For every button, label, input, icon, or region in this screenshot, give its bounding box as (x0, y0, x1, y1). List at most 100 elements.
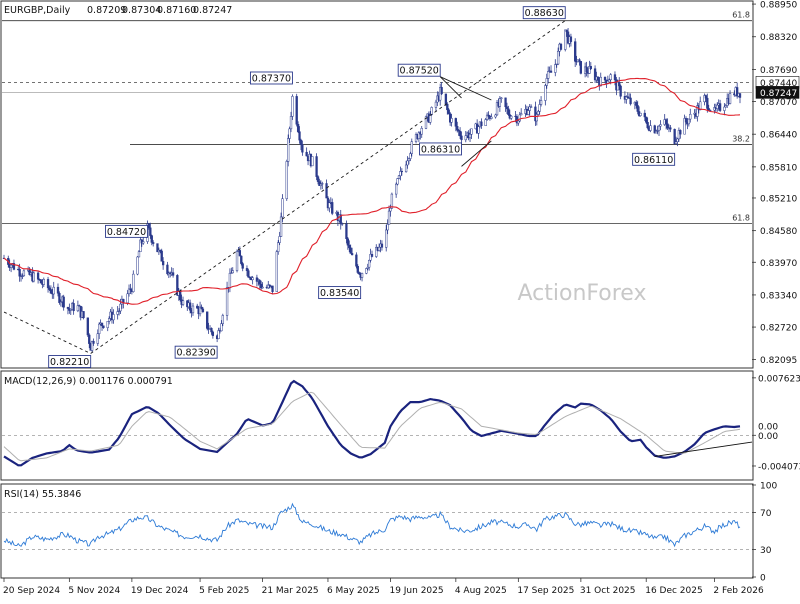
candle-body (100, 322, 104, 327)
candle-body (268, 284, 271, 287)
candle-body (535, 114, 538, 122)
candle-body (39, 279, 43, 284)
candle-body (62, 296, 65, 308)
candle-body (348, 244, 351, 249)
candle-body (126, 293, 129, 304)
candle-body (217, 330, 220, 339)
candle-body (484, 119, 487, 126)
swing-label-box (174, 345, 218, 359)
candle-body (676, 138, 679, 143)
candle-body (296, 124, 300, 132)
candle-body (321, 183, 324, 185)
candle-body (346, 238, 349, 246)
candle-body (188, 302, 192, 311)
candle-body (76, 305, 80, 312)
candle-body (696, 105, 699, 117)
candle-body (470, 128, 473, 135)
candle-body (480, 121, 483, 126)
rsi-title: RSI(14) 55.3846 (4, 489, 81, 500)
candle-body (258, 280, 261, 285)
candle-body (136, 256, 139, 275)
candle-body (504, 97, 507, 108)
candle-body (505, 106, 509, 110)
candle-body (724, 105, 727, 108)
candle-body (228, 272, 232, 289)
candle-body (12, 263, 16, 270)
candle-body (400, 170, 403, 173)
candle-body (460, 135, 463, 141)
candle-body (59, 301, 62, 303)
candle-body (92, 340, 95, 344)
candle-body (547, 71, 550, 79)
x-axis-label: 5 Nov 2024 (68, 586, 120, 596)
candle-body (440, 87, 443, 95)
price-badge (755, 86, 800, 99)
candle-body (728, 93, 732, 104)
candle-body (549, 70, 553, 73)
candle-body (72, 303, 75, 312)
candle-body (528, 106, 531, 111)
candle-body (646, 122, 649, 129)
candle-body (225, 287, 229, 316)
candle-body (639, 112, 642, 116)
candle-body (277, 242, 280, 252)
candle-body (18, 268, 21, 277)
candle-body (518, 114, 521, 122)
candle-body (409, 153, 412, 159)
swing-label-box (632, 152, 676, 166)
candle-body (149, 227, 152, 236)
candle-body (42, 279, 45, 285)
candle-body (221, 315, 224, 324)
trend-line (90, 20, 566, 354)
candle-body (56, 286, 60, 294)
trend-line (461, 140, 492, 167)
candle-body (716, 104, 719, 109)
candle-body (191, 305, 195, 314)
candle-body (458, 130, 462, 137)
candle-body (328, 202, 331, 209)
x-axis-label: 16 Dec 2025 (645, 586, 703, 596)
candle-body (171, 272, 175, 276)
candle-body (355, 254, 358, 267)
candle-body (201, 308, 205, 313)
candle-body (706, 97, 709, 109)
candle-body (529, 106, 533, 108)
candle-body (267, 284, 270, 289)
x-axis-label: 17 Sep 2025 (517, 586, 574, 596)
candle-body (78, 305, 81, 307)
swing-label-box (48, 355, 92, 368)
swing-label-text: 0.87520 (400, 66, 439, 77)
candle-body (450, 118, 453, 123)
candle-body (86, 317, 89, 336)
rsi-plot (2, 502, 752, 550)
macd-panel (0, 370, 754, 481)
trend-line (3, 311, 91, 354)
candle-body (156, 243, 159, 253)
candle-body (723, 106, 726, 111)
candle-body (544, 85, 547, 101)
candle-body (369, 253, 372, 261)
swing-label-text: 0.82210 (50, 357, 89, 368)
candle-body (468, 134, 472, 139)
candle-body (657, 125, 661, 131)
candle-body (21, 275, 24, 277)
candle-body (88, 334, 91, 344)
trend-line (439, 76, 462, 99)
candle-body (299, 139, 303, 145)
candle-body (375, 246, 378, 257)
candle-body (487, 114, 490, 117)
trend-line (440, 76, 492, 101)
candle-body (389, 208, 392, 212)
candle-body (569, 36, 573, 42)
candle-body (430, 107, 433, 115)
candle-body (407, 158, 411, 162)
candle-body (718, 103, 722, 111)
price-axis-label: 0.83970 (760, 259, 797, 269)
candle-body (655, 131, 658, 134)
candle-body (507, 108, 510, 115)
candle-body (709, 109, 712, 111)
candle-body (278, 236, 281, 243)
candle-body (649, 125, 652, 131)
candle-body (534, 106, 537, 122)
